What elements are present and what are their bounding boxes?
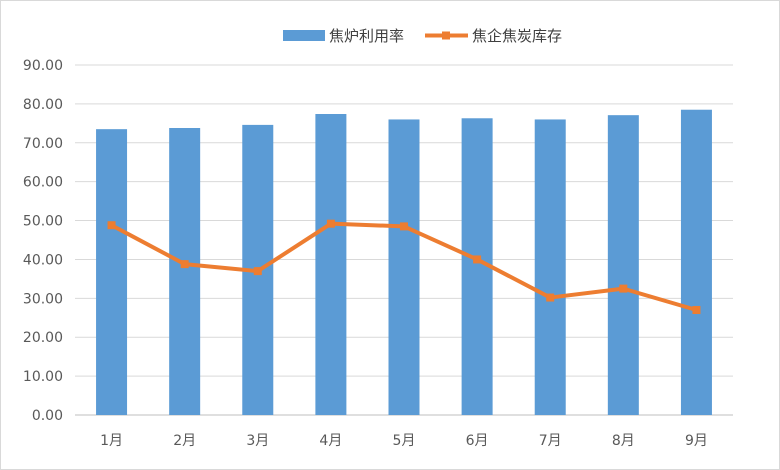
legend: 焦炉利用率 焦企焦炭库存 — [283, 27, 562, 45]
y-tick-label: 90.00 — [23, 58, 63, 74]
y-tick-label: 50.00 — [23, 214, 63, 230]
bar — [96, 129, 128, 415]
line-point — [180, 260, 189, 269]
y-tick-label: 60.00 — [23, 175, 63, 191]
x-tick-label: 3月 — [246, 433, 269, 449]
x-tick-label: 6月 — [466, 433, 489, 449]
y-tick-label: 40.00 — [23, 252, 63, 268]
y-tick-label: 30.00 — [23, 291, 63, 307]
bar — [169, 128, 201, 415]
line-point — [692, 306, 701, 314]
x-axis-ticks: 1月 2月 3月 4月 5月 6月 7月 8月 9月 — [100, 433, 708, 449]
x-tick-label: 5月 — [393, 433, 416, 449]
bar — [388, 119, 420, 415]
x-tick-label: 8月 — [612, 433, 635, 449]
bar-series — [96, 109, 712, 416]
y-axis-ticks: 0.00 10.00 20.00 30.00 40.00 50.00 60.00 70.00 8… — [23, 58, 63, 424]
legend-swatch-line-marker — [442, 31, 450, 40]
bar — [534, 119, 566, 415]
x-tick-label: 7月 — [539, 433, 562, 449]
x-tick-label: 1月 — [100, 433, 123, 449]
legend-label-line: 焦企焦炭库存 — [472, 27, 562, 45]
x-tick-label: 9月 — [685, 433, 708, 449]
bar — [315, 114, 347, 415]
line-point — [400, 222, 408, 231]
line-series — [107, 219, 701, 314]
y-tick-label: 70.00 — [23, 136, 63, 152]
legend-label-bar: 焦炉利用率 — [329, 27, 404, 45]
x-tick-label: 4月 — [319, 433, 342, 449]
bar — [680, 109, 712, 415]
bar — [607, 115, 639, 416]
y-tick-label: 0.00 — [32, 408, 63, 424]
y-tick-label: 10.00 — [23, 369, 63, 385]
line-point — [619, 284, 628, 293]
y-tick-label: 80.00 — [23, 97, 63, 113]
line-point — [546, 293, 555, 302]
line-point — [473, 255, 482, 264]
line-point — [253, 267, 262, 276]
legend-swatch-bar — [283, 30, 325, 41]
line-point — [326, 219, 335, 228]
line-point — [107, 221, 116, 230]
x-tick-label: 2月 — [173, 433, 196, 449]
y-tick-label: 20.00 — [23, 330, 63, 346]
